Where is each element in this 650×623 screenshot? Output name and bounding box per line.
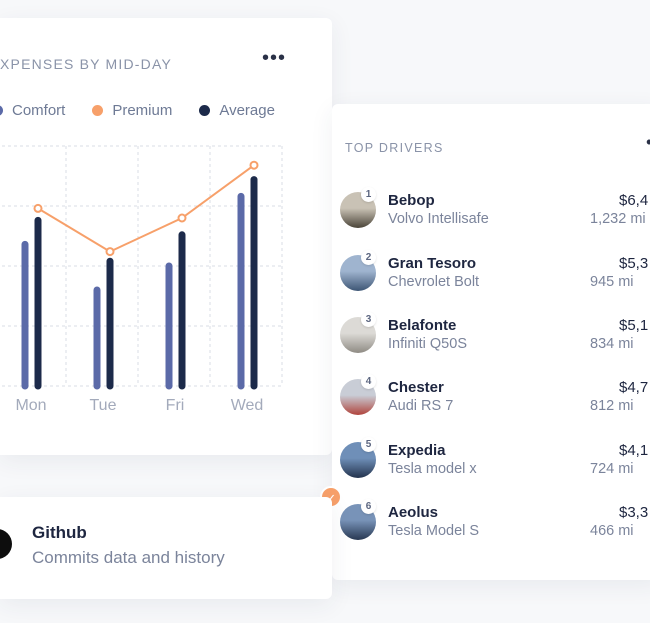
- driver-car: Volvo Intellisafe: [388, 211, 489, 227]
- github-title: Github: [32, 523, 87, 542]
- driver-car: Tesla Model S: [388, 523, 480, 539]
- driver-name: Aeolus: [388, 504, 439, 521]
- driver-car: Audi RS 7: [388, 398, 454, 414]
- legend-dot-premium: [92, 105, 104, 116]
- driver-rank-badge: 6: [361, 499, 376, 514]
- legend-label-comfort: Comfort: [12, 102, 66, 119]
- driver-name: Belafonte: [388, 317, 457, 334]
- driver-miles: 466 mi: [590, 523, 634, 539]
- driver-rank-badge: 5: [361, 437, 376, 452]
- github-icon: [0, 529, 12, 559]
- driver-rank-badge: 3: [361, 312, 376, 327]
- top-drivers-card: TOP DRIVERS • 1 Bebop Volvo Intellisafe $6,…: [332, 104, 650, 580]
- driver-row[interactable]: 1 Bebop Volvo Intellisafe $6,4 1,232 mi: [332, 187, 650, 240]
- driver-name: Chester: [388, 379, 444, 396]
- driver-row[interactable]: 2 Gran Tesoro Chevrolet Bolt $5,3 945 mi: [332, 250, 650, 303]
- github-card[interactable]: Github Commits data and history: [0, 497, 332, 599]
- legend-dot-average: [199, 105, 211, 116]
- github-subtitle: Commits data and history: [32, 548, 225, 567]
- driver-amount: $6,4: [619, 192, 649, 209]
- point-premium: [105, 247, 115, 257]
- x-tick-label: Tue: [90, 397, 117, 414]
- driver-rank-badge: 1: [361, 187, 376, 202]
- driver-row[interactable]: 6 Aeolus Tesla Model S $3,3 466 mi: [332, 499, 650, 552]
- drivers-more-menu-icon[interactable]: •: [646, 132, 650, 153]
- expenses-card: XPENSES BY MID-DAY ••• Comfort Premium A…: [0, 18, 332, 455]
- driver-amount: $3,3: [619, 504, 649, 521]
- legend-label-average: Average: [219, 102, 275, 119]
- driver-name: Expedia: [388, 442, 446, 459]
- driver-amount: $4,1: [619, 442, 649, 459]
- x-tick-label: Mon: [15, 397, 46, 414]
- driver-miles: 1,232 mi: [590, 211, 646, 227]
- legend-label-premium: Premium: [112, 102, 173, 119]
- point-premium: [177, 213, 187, 223]
- series-line-premium: [37, 164, 255, 253]
- driver-amount: $4,7: [619, 379, 649, 396]
- driver-amount: $5,1: [619, 317, 649, 334]
- driver-miles: 945 mi: [590, 274, 634, 290]
- driver-miles: 834 mi: [590, 336, 634, 352]
- driver-car: Infiniti Q50S: [388, 336, 467, 352]
- driver-name: Gran Tesoro: [388, 255, 477, 272]
- legend-dot-comfort: [0, 105, 3, 116]
- driver-row[interactable]: 3 Belafonte Infiniti Q50S $5,1 834 mi: [332, 312, 650, 365]
- legend-item-average[interactable]: Average: [199, 102, 275, 119]
- driver-miles: 812 mi: [590, 398, 634, 414]
- chart-more-menu-icon[interactable]: •••: [262, 47, 287, 69]
- x-tick-label: Fri: [166, 397, 185, 414]
- legend-item-comfort[interactable]: Comfort: [0, 102, 65, 119]
- driver-rank-badge: 4: [361, 374, 376, 389]
- driver-name: Bebop: [388, 192, 435, 209]
- chart-title: XPENSES BY MID-DAY: [0, 56, 173, 72]
- driver-row[interactable]: 4 Chester Audi RS 7 $4,7 812 mi: [332, 374, 650, 427]
- point-premium: [33, 203, 43, 213]
- legend-item-premium[interactable]: Premium: [92, 102, 172, 119]
- drivers-title: TOP DRIVERS: [345, 141, 444, 155]
- driver-rank-badge: 2: [361, 250, 376, 265]
- driver-row[interactable]: 5 Expedia Tesla model x $4,1 724 mi: [332, 437, 650, 490]
- driver-miles: 724 mi: [590, 461, 634, 477]
- chart-legend: Comfort Premium Average: [0, 102, 302, 119]
- x-tick-label: Wed: [231, 397, 264, 414]
- driver-car: Tesla model x: [388, 461, 477, 477]
- driver-car: Chevrolet Bolt: [388, 274, 480, 290]
- expenses-chart: Mon Tue Fri Wed: [0, 145, 283, 414]
- driver-amount: $5,3: [619, 255, 649, 272]
- point-premium: [249, 160, 259, 170]
